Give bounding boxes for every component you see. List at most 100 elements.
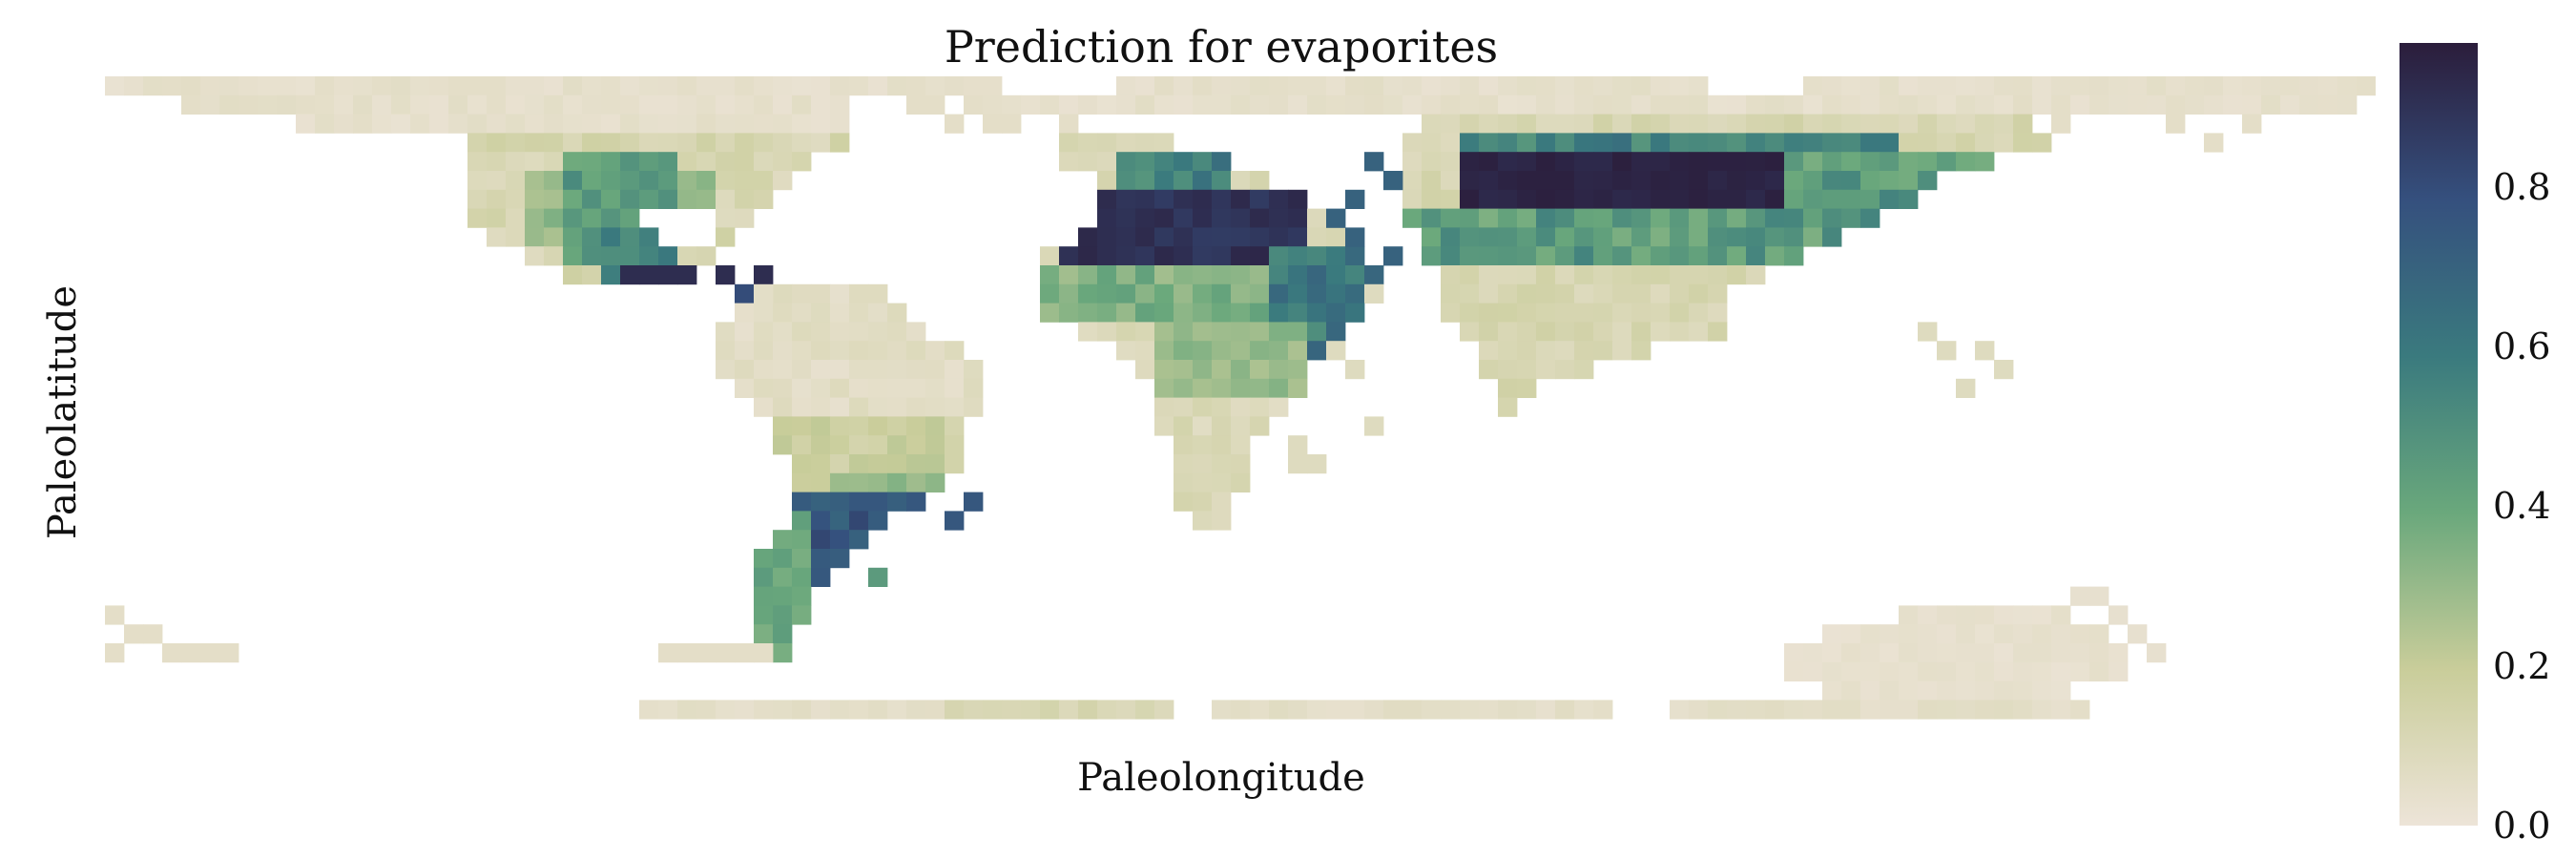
heatmap-cell [315, 114, 335, 134]
heatmap-cell [830, 549, 850, 569]
heatmap-cell [1708, 114, 1728, 134]
heatmap-cell [1822, 171, 1842, 191]
heatmap-cell [754, 378, 774, 398]
heatmap-cell [2318, 94, 2338, 115]
heatmap-cell [1059, 133, 1079, 153]
heatmap-cell [601, 171, 621, 191]
heatmap-cell [620, 227, 640, 247]
heatmap-cell [1269, 246, 1289, 266]
heatmap-cell [1841, 643, 1861, 663]
heatmap-cell [1212, 397, 1232, 417]
heatmap-cell [1364, 265, 1384, 285]
heatmap-cell [1708, 152, 1728, 172]
heatmap-cell [887, 416, 907, 436]
heatmap-cell [1841, 208, 1861, 228]
heatmap-cell [2299, 94, 2319, 115]
heatmap-cell [1918, 152, 1938, 172]
heatmap-cell [735, 94, 755, 115]
heatmap-cell [2089, 624, 2109, 644]
heatmap-cell [2013, 133, 2033, 153]
heatmap-cell [906, 378, 926, 398]
heatmap-cell [1135, 303, 1155, 323]
heatmap-cell [1364, 76, 1384, 96]
heatmap-cell [2070, 94, 2090, 115]
heatmap-cell [1174, 94, 1194, 115]
heatmap-cell [467, 94, 488, 115]
heatmap-cell [1937, 700, 1957, 720]
heatmap-cell [1765, 227, 1785, 247]
heatmap-cell [754, 189, 774, 209]
heatmap-cell [1422, 94, 1442, 115]
heatmap-cell [696, 114, 717, 134]
heatmap-cell [1174, 360, 1194, 380]
heatmap-cell [1689, 322, 1709, 342]
heatmap-cell [2032, 94, 2052, 115]
heatmap-cell [1078, 246, 1098, 266]
heatmap-cell [1345, 265, 1365, 285]
heatmap-cell [1231, 435, 1251, 455]
heatmap-cell [2032, 624, 2052, 644]
heatmap-cell [1479, 152, 1499, 172]
heatmap-cell [849, 416, 869, 436]
heatmap-cell [773, 360, 793, 380]
heatmap-cell [1402, 208, 1423, 228]
heatmap-cell [773, 152, 793, 172]
heatmap-cell [716, 94, 736, 115]
heatmap-cell [1899, 624, 1919, 644]
heatmap-cell [1498, 283, 1518, 304]
heatmap-cell [1174, 378, 1194, 398]
heatmap-cell [1536, 133, 1556, 153]
heatmap-cell [1536, 700, 1556, 720]
heatmap-cell [1574, 246, 1594, 266]
heatmap-cell [1536, 208, 1556, 228]
heatmap-cell [372, 76, 392, 96]
heatmap-cell [1193, 378, 1213, 398]
heatmap-cell [1593, 94, 1613, 115]
heatmap-cell [830, 511, 850, 531]
heatmap-cell [1593, 76, 1613, 96]
heatmap-cell [601, 265, 621, 285]
heatmap-cell [544, 208, 564, 228]
heatmap-cell [1803, 133, 1823, 153]
heatmap-cell [1116, 322, 1136, 342]
heatmap-cell [1135, 360, 1155, 380]
heatmap-cell [1174, 492, 1194, 512]
heatmap-cell [2070, 624, 2090, 644]
heatmap-cell [658, 189, 678, 209]
heatmap-cell [1231, 322, 1251, 342]
heatmap-cell [677, 76, 697, 96]
heatmap-cell [887, 454, 907, 474]
heatmap-cell [1689, 208, 1709, 228]
heatmap-cell [2185, 76, 2205, 96]
heatmap-cell [1097, 283, 1117, 304]
colorbar-gradient [2399, 43, 2478, 826]
heatmap-cell [1250, 171, 1270, 191]
heatmap-cell [620, 189, 640, 209]
heatmap-cell [1002, 114, 1022, 134]
heatmap-cell [868, 283, 888, 304]
heatmap-cell [658, 171, 678, 191]
heatmap-cell [925, 397, 945, 417]
heatmap-cell [1593, 341, 1613, 361]
heatmap-cell [696, 189, 717, 209]
heatmap-cell [868, 454, 888, 474]
heatmap-cell [1536, 341, 1556, 361]
heatmap-cell [964, 360, 984, 380]
x-axis-label: Paleolongitude [1077, 756, 1365, 800]
heatmap-cell [1326, 208, 1346, 228]
heatmap-cell [811, 511, 831, 531]
heatmap-cell [1746, 152, 1766, 172]
heatmap-cell [849, 492, 869, 512]
heatmap-cell [1383, 246, 1403, 266]
heatmap-cell [1803, 700, 1823, 720]
heatmap-cell [467, 114, 488, 134]
heatmap-cell [773, 94, 793, 115]
heatmap-cell [1918, 133, 1938, 153]
heatmap-cell [563, 171, 583, 191]
heatmap-cell [1402, 700, 1423, 720]
heatmap-cell [1689, 227, 1709, 247]
heatmap-cell [1670, 171, 1690, 191]
heatmap-cell [1269, 341, 1289, 361]
heatmap-cell [1670, 322, 1690, 342]
heatmap-cell [2070, 661, 2090, 681]
